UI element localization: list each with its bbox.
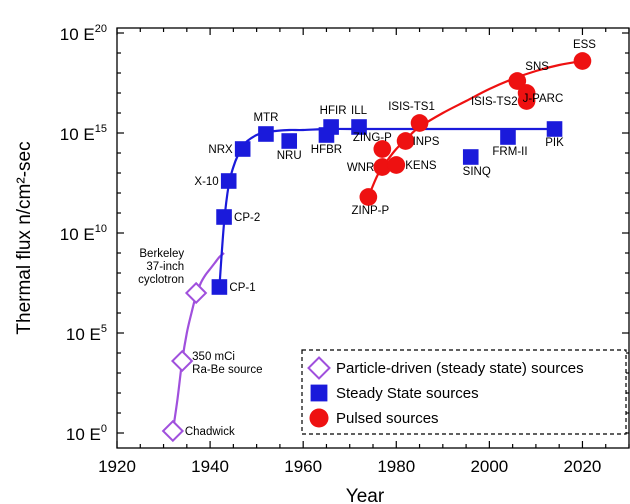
legend-box [301,349,627,435]
data-point [323,119,339,135]
data-point [351,119,367,135]
data-point [281,133,298,149]
data-point [387,156,406,174]
point-labels: Chadwick 350 mCi Ra-Be source Berkeley 37-in… [138,39,596,438]
data-point [500,129,516,145]
point-label: SINQ [463,166,491,178]
point-label: SNS [525,61,549,73]
data-point [410,114,429,132]
point-label: ZINP-P [351,205,389,217]
x-tick-label: 2020 [564,457,602,476]
y-axis-title: Thermal flux n/cm²-sec [14,141,35,334]
point-label: ZING-P [353,132,392,144]
point-label: 350 mCi Ra-Be source [192,351,262,376]
point-label: PIK [545,137,564,149]
data-point [211,279,228,295]
point-label: NRU [277,150,302,162]
legend-marker [307,356,331,380]
point-label: ISIS-TS2 [471,96,518,108]
point-label: Chadwick [185,426,235,438]
y-tick-label: 10 E0 [66,423,107,444]
x-tick-label: 2000 [470,457,508,476]
point-label: MTR [253,112,278,124]
point-label: Berkeley 37-inch cyclotron [138,248,184,286]
axis-ticks [116,28,630,448]
y-tick-labels: 10 E0 10 E5 10 E10 10 E15 10 E20 [60,23,107,444]
legend-label: Steady State sources [336,385,479,402]
point-label: HFBR [311,144,342,156]
y-tick-label: 10 E20 [60,23,107,44]
x-tick-labels: 1920 1940 1960 1980 2000 2020 [98,457,601,476]
legend-marker [310,384,328,402]
x-axis-title: Year [346,486,385,504]
data-point [258,126,274,142]
point-label: CP-2 [234,212,260,224]
x-tick-label: 1980 [377,457,415,476]
y-tick-label: 10 E5 [66,323,107,344]
y-tick-label: 10 E10 [60,223,107,244]
legend-label: Particle-driven (steady state) sources [336,360,584,377]
y-tick-label: 10 E15 [60,123,107,144]
legend: Particle-driven (steady state) sources St… [301,349,627,435]
point-label: INPS [413,136,440,148]
data-point [161,419,185,443]
data-points [161,52,592,443]
data-point [508,72,527,90]
point-label: WNR [347,162,374,174]
point-label: KENS [405,160,437,172]
data-point [216,209,232,225]
data-point [462,149,479,165]
data-point [170,349,194,373]
point-label: ILL [351,105,368,117]
data-point [359,188,378,206]
point-label: CP-1 [229,282,255,294]
data-point [220,173,237,189]
point-label: X-10 [194,176,218,188]
point-label: ESS [573,39,596,51]
data-point [373,140,392,158]
data-point [546,121,563,137]
data-point [517,84,536,102]
data-point [184,281,208,305]
x-tick-label: 1960 [284,457,322,476]
point-label: J-PARC [523,93,564,105]
point-label: HFIR [320,105,347,117]
data-point [573,52,592,70]
data-point [396,132,415,150]
x-tick-label: 1940 [191,457,229,476]
point-label: ISIS-TS1 [388,101,435,113]
data-point [234,141,251,157]
x-tick-label: 1920 [98,457,136,476]
legend-marker [309,408,329,428]
legend-label: Pulsed sources [336,410,439,427]
point-label: NRX [208,144,233,156]
point-label: FRM-II [492,146,527,158]
data-point [373,158,392,176]
